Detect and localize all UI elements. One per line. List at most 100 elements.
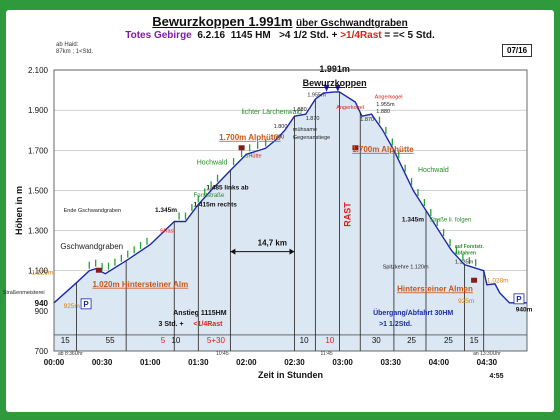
- annotation-p925a: 925m: [64, 303, 80, 310]
- profile-line: [53, 91, 527, 304]
- annotation-parking-mid: P: [83, 300, 89, 309]
- y-axis-title: Höhen in m: [14, 186, 24, 235]
- segment-duration-label: 25: [444, 336, 453, 345]
- segment-duration-label: 15: [61, 336, 70, 345]
- segment-duration-label: 30: [372, 336, 381, 345]
- annotation-p1880a: 1.880: [293, 107, 307, 113]
- annotation-forstr2: abfahren: [455, 250, 476, 256]
- segment-duration-label: 15: [470, 336, 479, 345]
- hut-marker: [352, 145, 359, 151]
- x-tick-label: 02:00: [236, 358, 257, 367]
- x-tick-label: 03:30: [380, 358, 401, 367]
- annotation-hochwald2: Hochwald: [418, 167, 449, 174]
- hut-marker: [238, 145, 245, 151]
- annotation-strassen: Straßenmeisterei: [3, 290, 45, 296]
- profile-fill: [54, 91, 527, 352]
- annotation-muehsame1: mühsame: [293, 127, 317, 133]
- annotation-alm1: 1.020m Hintersteiner Alm: [92, 280, 188, 289]
- annotation-p940r: 940m: [516, 306, 533, 313]
- annotation-p1028: 1.028m: [487, 277, 509, 284]
- clock-time-label: ab 8:36Uhr: [58, 351, 83, 357]
- summit-marker: [334, 84, 341, 92]
- hut-marker: [95, 267, 102, 273]
- summit-marker: [323, 84, 330, 92]
- annotation-abfahrt1: Übergang/Abfahrt 30HM: [373, 308, 453, 317]
- annotation-p1870b: 1.870: [360, 117, 374, 123]
- annotation-summit: 1.991m: [319, 64, 350, 74]
- x-axis-title: Zeit in Stunden: [258, 370, 323, 380]
- y-tick-label: 1.900: [28, 106, 49, 115]
- annotation-spitzkehre: Spitzkehre 1.120m: [383, 264, 429, 270]
- annotation-summit-name: Bewurzkoppen: [303, 78, 367, 88]
- annotation-alphuette1: 1.700m Alphütte: [219, 133, 281, 142]
- clock-time-label: 10:45: [216, 351, 229, 357]
- annotation-p1345b: 1.345m: [402, 217, 424, 224]
- annotation-shuette1: SHütte: [245, 153, 262, 159]
- annotation-anstieg2b: <1/4Rast: [193, 321, 223, 328]
- page-number-badge: 07/16: [502, 44, 533, 57]
- annotation-ende: Ende Gschwandgraben: [64, 208, 121, 214]
- segment-duration-label: 10: [300, 336, 309, 345]
- segment-duration-label: 10: [171, 336, 180, 345]
- annotation-forststrasse: Forststraße: [193, 193, 224, 199]
- annotation-anstieg1: Anstieg 1115HM: [173, 310, 226, 317]
- plot-frame: [53, 69, 528, 352]
- annotation-p1790: 1.790: [270, 135, 284, 141]
- segment-duration-label: 10: [325, 336, 334, 345]
- segment-duration-label: 25: [407, 336, 416, 345]
- x-tick-label: 00:30: [92, 358, 113, 367]
- hut-marker: [471, 277, 478, 283]
- x-tick-label: 03:00: [332, 358, 353, 367]
- x-tick-label: 01:30: [188, 358, 209, 367]
- y-tick-label: 1.300: [28, 227, 49, 236]
- distance-arrow-head-left: [230, 248, 236, 255]
- x-tick-label: 04:00: [429, 358, 450, 367]
- annotation-srast: SRast: [160, 229, 175, 235]
- annotation-p1955a: 1.955m: [307, 92, 326, 98]
- annotation-p1955b: 1.955m: [376, 102, 395, 108]
- annotation-p1880b: 1.880: [376, 109, 390, 115]
- y-tick-label: 1.700: [28, 146, 49, 155]
- segment-duration-label: 5: [161, 336, 166, 345]
- annotation-p1485: 1.485 links ab: [206, 184, 248, 191]
- annotation-anstieg2a: 3 Std. +: [159, 321, 184, 328]
- y-tick-label: 1.100: [28, 267, 49, 276]
- clock-time-label: an 13:30Uhr: [473, 351, 501, 357]
- end-time-label: 4:55: [490, 373, 504, 380]
- annotation-p1135: 1.135m: [455, 260, 474, 266]
- annotation-abfahrt2: >1 1/2Std.: [379, 321, 412, 328]
- annotation-alphuette2: 1.700m Alphütte: [352, 145, 414, 154]
- annotation-rast: RAST: [342, 202, 352, 227]
- annotation-dist: 14,7 km: [258, 239, 287, 248]
- annotation-p1129: 1.129m: [32, 269, 54, 276]
- segment-duration-label: 55: [106, 336, 115, 345]
- parking-box: [513, 293, 525, 305]
- x-tick-label: 04:30: [477, 358, 498, 367]
- y-tick-label: 900: [35, 307, 49, 316]
- annotation-p1870a: 1.870: [306, 116, 320, 122]
- stats-note: ab Haid: 87km ; 1<Std.: [56, 42, 94, 55]
- annotation-alm2: Hintersteiner Almen: [397, 284, 473, 293]
- segment-duration-label: 5+30: [207, 336, 226, 345]
- y-tick-label: 700: [35, 347, 49, 356]
- segment-lines: [54, 91, 527, 351]
- annotation-gschwand: Gschwandgraben: [60, 242, 123, 251]
- clock-time-label: 11:45: [320, 351, 332, 357]
- x-tick-label: 02:30: [284, 358, 305, 367]
- annotation-muehsame2: Gegenanstiege: [293, 135, 330, 141]
- distance-arrow-head-right: [289, 248, 295, 255]
- annotation-angerkogel1: Angerkogel: [336, 105, 364, 111]
- x-tick-label: 01:00: [140, 358, 161, 367]
- chart-title: Bewurzkoppen 1.991m über Gschwandtgraben: [152, 14, 408, 29]
- annotation-p925b: 925m: [458, 298, 474, 305]
- annotation-angerkogel2: Angerkogel: [375, 95, 403, 101]
- profile-area: [53, 84, 527, 352]
- y-tick-label: 2.100: [28, 66, 49, 75]
- annotation-lichter: lichter Lärchenwald: [242, 109, 302, 116]
- x-tick-label: 00:00: [44, 358, 65, 367]
- annotation-forstr1: auf Forststr.: [455, 244, 485, 250]
- annotation-strasse: Straße li. folgen: [429, 218, 471, 224]
